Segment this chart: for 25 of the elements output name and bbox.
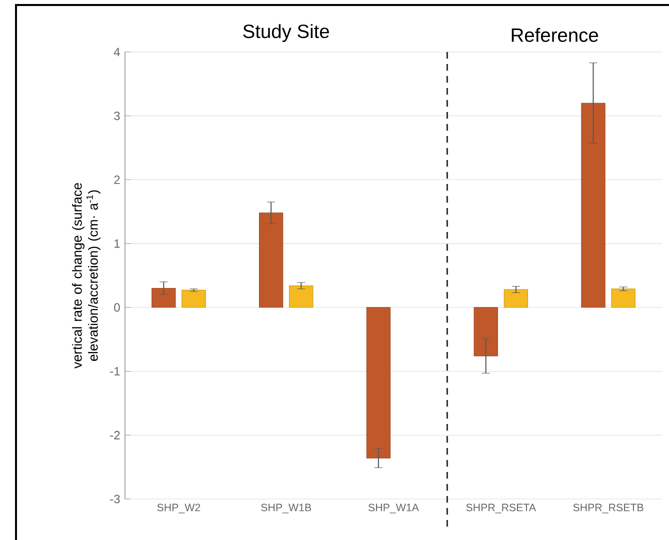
- x-tick-label: SHPR_RSETB: [573, 504, 644, 514]
- bar: [366, 307, 391, 458]
- y-tick-label: 1: [114, 239, 120, 248]
- bar: [258, 212, 284, 308]
- bar: [474, 307, 498, 356]
- bar: [289, 285, 314, 308]
- x-tick-label: SHP_W2: [157, 504, 200, 514]
- bar: [611, 288, 636, 308]
- y-tick-label: 0: [114, 303, 120, 312]
- text: Reference: [512, 28, 598, 42]
- y-tick-label: -3: [110, 494, 120, 504]
- bar: [581, 102, 606, 308]
- bar: [152, 288, 176, 308]
- y-tick-label: 4: [114, 48, 120, 56]
- x-tick-label: SHP_W1A: [368, 504, 419, 514]
- y-tick-label: -2: [110, 430, 120, 440]
- y-tick-label: -1: [110, 367, 120, 376]
- y-tick-label: 2: [114, 176, 120, 184]
- y-tick-label: 3: [114, 112, 120, 120]
- bar: [504, 289, 528, 308]
- text: Study Site: [243, 24, 329, 42]
- x-tick-label: SHPR_RSETA: [466, 504, 536, 514]
- x-tick-label: SHP_W1B: [261, 504, 312, 514]
- bar: [182, 290, 206, 308]
- y-axis-title: vertical rate of change (surface elevation/accretion) (cm· a$^{-1}$): [72, 183, 100, 368]
